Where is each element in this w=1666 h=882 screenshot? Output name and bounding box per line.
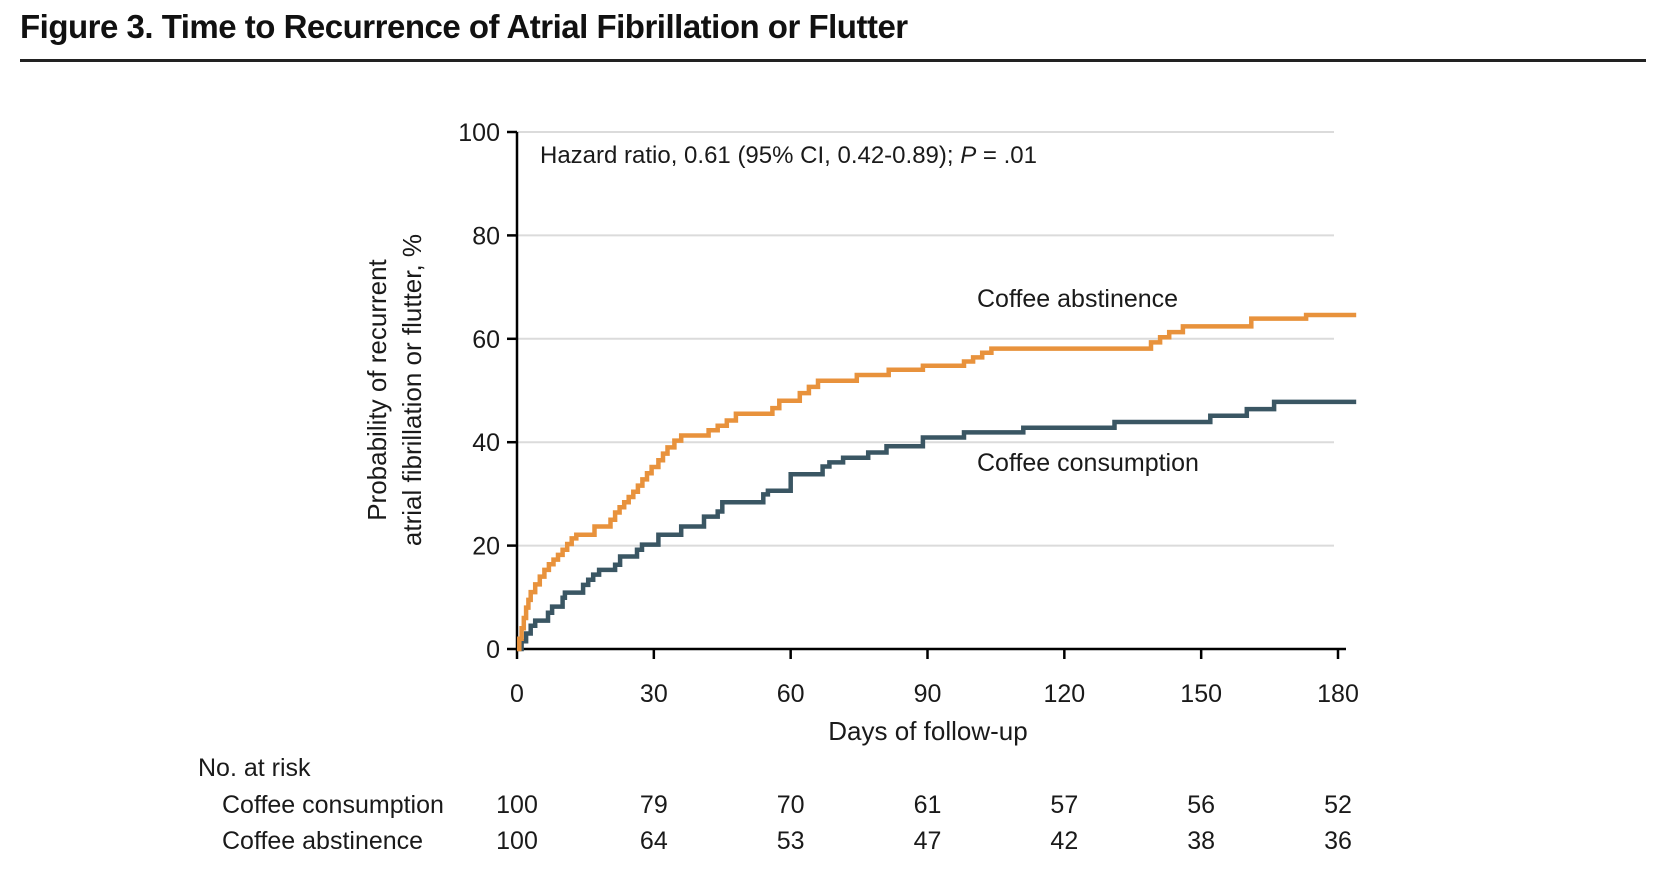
x-tick-label: 150 bbox=[1180, 680, 1222, 708]
at-risk-count: 100 bbox=[496, 791, 538, 819]
series-label-coffee-abstinence: Coffee abstinence bbox=[977, 285, 1178, 313]
at-risk-count: 57 bbox=[1050, 791, 1078, 819]
p-value-text: = .01 bbox=[976, 142, 1037, 169]
at-risk-count: 38 bbox=[1187, 827, 1215, 855]
at-risk-row-label-abstinence: Coffee abstinence bbox=[222, 827, 423, 855]
series-label-coffee-consumption: Coffee consumption bbox=[977, 449, 1199, 477]
at-risk-count: 52 bbox=[1324, 791, 1352, 819]
p-value-symbol: P bbox=[960, 142, 976, 169]
title-rule bbox=[20, 59, 1646, 62]
at-risk-count: 61 bbox=[914, 791, 942, 819]
at-risk-count: 42 bbox=[1050, 827, 1078, 855]
y-axis-title-line2: atrial fibrillation or flutter, % bbox=[397, 234, 427, 546]
x-tick-label: 30 bbox=[640, 680, 668, 708]
x-tick-label: 120 bbox=[1043, 680, 1085, 708]
x-tick-label: 60 bbox=[777, 680, 805, 708]
at-risk-count: 79 bbox=[640, 791, 668, 819]
y-tick-label: 100 bbox=[458, 119, 500, 147]
at-risk-count: 64 bbox=[640, 827, 668, 855]
y-tick-label: 40 bbox=[472, 429, 500, 457]
series-path-coffee-abstinence bbox=[517, 312, 1357, 652]
at-risk-row-label-consumption: Coffee consumption bbox=[222, 791, 444, 819]
at-risk-header: No. at risk bbox=[198, 754, 311, 782]
y-tick-label: 80 bbox=[472, 222, 500, 250]
x-tick-label: 90 bbox=[914, 680, 942, 708]
y-tick-label: 60 bbox=[472, 326, 500, 354]
y-tick-label: 20 bbox=[472, 533, 500, 561]
at-risk-count: 56 bbox=[1187, 791, 1215, 819]
y-axis-title-line1: Probability of recurrent bbox=[362, 258, 392, 520]
at-risk-count: 53 bbox=[777, 827, 805, 855]
x-tick-label: 180 bbox=[1317, 680, 1359, 708]
at-risk-count: 36 bbox=[1324, 827, 1352, 855]
hazard-ratio-annotation: Hazard ratio, 0.61 (95% CI, 0.42-0.89); … bbox=[540, 142, 1037, 169]
series-path-coffee-consumption bbox=[517, 399, 1357, 652]
at-risk-count: 70 bbox=[777, 791, 805, 819]
at-risk-count: 100 bbox=[496, 827, 538, 855]
plot-layer: 0 20 40 60 80 100 0 30 60 90 120 150 180 100 79 70 61 57 5… bbox=[458, 119, 1359, 855]
hazard-ratio-text: Hazard ratio, 0.61 (95% CI, 0.42-0.89); bbox=[540, 142, 960, 169]
at-risk-count: 47 bbox=[914, 827, 942, 855]
figure-title: Figure 3. Time to Recurrence of Atrial F… bbox=[20, 8, 908, 45]
x-tick-label: 0 bbox=[510, 680, 524, 708]
x-axis-title: Days of follow-up bbox=[828, 716, 1027, 746]
y-tick-label: 0 bbox=[486, 636, 500, 664]
